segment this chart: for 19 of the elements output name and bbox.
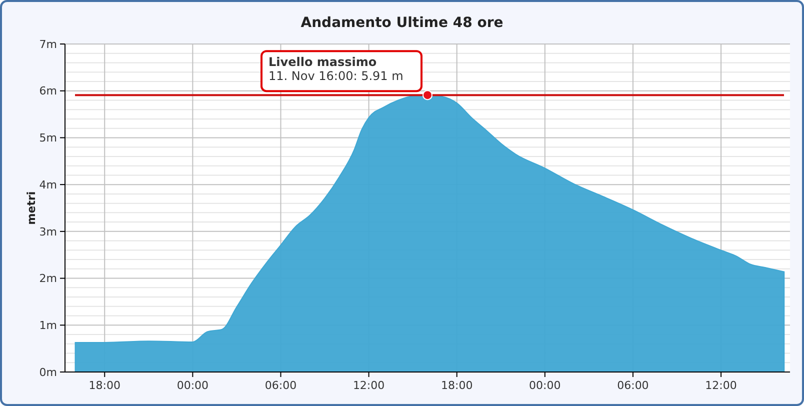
x-tick-label: 06:00 [617,379,649,392]
x-tick-label: 18:00 [441,379,473,392]
y-tick-label: 0m [39,366,57,379]
annotation: Livello massimo 11. Nov 16:00: 5.91 m [268,55,404,84]
y-tick-label: 6m [39,84,57,98]
y-tick-label: 3m [39,225,57,238]
x-tick-label: 12:00 [352,379,385,392]
x-tick-label: 12:00 [705,379,737,392]
y-tick-label: 5m [39,132,57,145]
x-tick-label: 00:00 [529,379,561,392]
y-axis-title: metri [25,191,38,225]
y-tick-label: 2m [39,272,57,286]
y-tick-label: 7m [39,38,57,51]
x-tick-label: 00:00 [176,379,209,392]
chart-title: Andamento Ultime 48 ore [300,15,504,31]
x-tick-label: 18:00 [88,379,120,392]
y-tick-label: 4m [39,178,57,192]
x-tick-label: 06:00 [264,379,297,392]
y-tick-label: 1m [39,318,57,332]
